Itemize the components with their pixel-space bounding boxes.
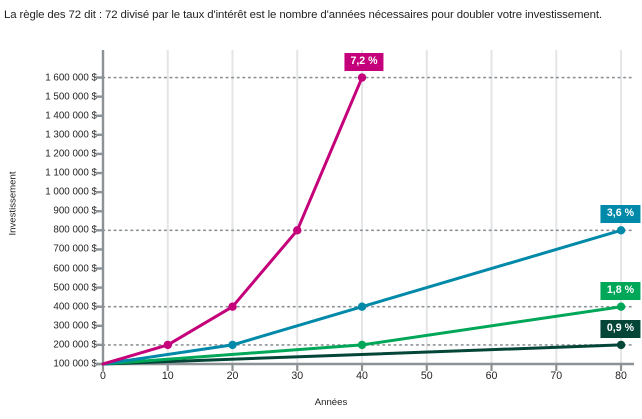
- series-line: [101, 76, 364, 366]
- x-axis-tick-label: 40: [356, 370, 368, 382]
- series-label-badge: 1,8 %: [600, 281, 640, 300]
- x-axis-tick-label: 60: [485, 370, 498, 382]
- series-data-point: [616, 302, 626, 311]
- x-axis-tick-label: 20: [226, 370, 239, 382]
- x-axis-tick-label: 0: [100, 370, 106, 382]
- y-axis-tick-label: 500 000 $: [53, 282, 97, 294]
- y-axis-tick-label: 1 600 000 $: [45, 72, 97, 84]
- y-axis-tick-label: 400 000 $: [53, 301, 97, 313]
- series-data-point: [357, 73, 367, 82]
- y-axis-tick-label: 200 000 $: [53, 339, 97, 351]
- y-axis-tick-label: 1 400 000 $: [45, 110, 97, 122]
- series-data-point: [228, 302, 237, 311]
- series-data-point: [357, 302, 367, 311]
- series-line: [101, 343, 623, 366]
- series-line: [101, 305, 623, 366]
- x-axis-tick-label: 50: [420, 370, 433, 382]
- y-axis-tick-label: 600 000 $: [53, 263, 97, 275]
- y-axis-tick-label: 900 000 $: [53, 205, 97, 217]
- x-axis-label: Années: [314, 397, 348, 408]
- y-axis-tick-label: 100 000 $: [53, 358, 97, 370]
- x-axis-tick-label: 10: [161, 370, 174, 382]
- chart-title: La règle des 72 dit : 72 divisé par le t…: [4, 9, 603, 21]
- y-axis-tick-label: 700 000 $: [53, 243, 97, 255]
- series-data-point: [293, 226, 302, 235]
- y-axis-tick-label: 1 100 000 $: [45, 167, 97, 179]
- series-data-point: [357, 340, 367, 350]
- y-axis-tick-label: 1 300 000 $: [45, 129, 97, 141]
- y-axis-tick-label: 1 000 000 $: [45, 186, 97, 198]
- series-line: [101, 228, 623, 366]
- x-axis-tick-label: 80: [615, 370, 627, 382]
- series-data-point: [616, 340, 626, 350]
- y-axis-tick-label: 1 200 000 $: [45, 148, 97, 160]
- series-label-badge: 3,6 %: [600, 205, 640, 224]
- x-axis-tick-label: 70: [550, 370, 563, 382]
- y-axis-tick-label: 1 500 000 $: [45, 91, 97, 103]
- series-label-badge: 7,2 %: [344, 52, 384, 71]
- y-axis-tick-label: 300 000 $: [53, 320, 97, 332]
- series-label-badge: 0,9 %: [600, 319, 640, 338]
- y-axis-tick-label: 800 000 $: [53, 224, 97, 236]
- series-data-point: [163, 340, 172, 350]
- series-data-point: [616, 226, 626, 235]
- series-data-point: [228, 340, 237, 350]
- x-axis-tick-label: 30: [291, 370, 304, 382]
